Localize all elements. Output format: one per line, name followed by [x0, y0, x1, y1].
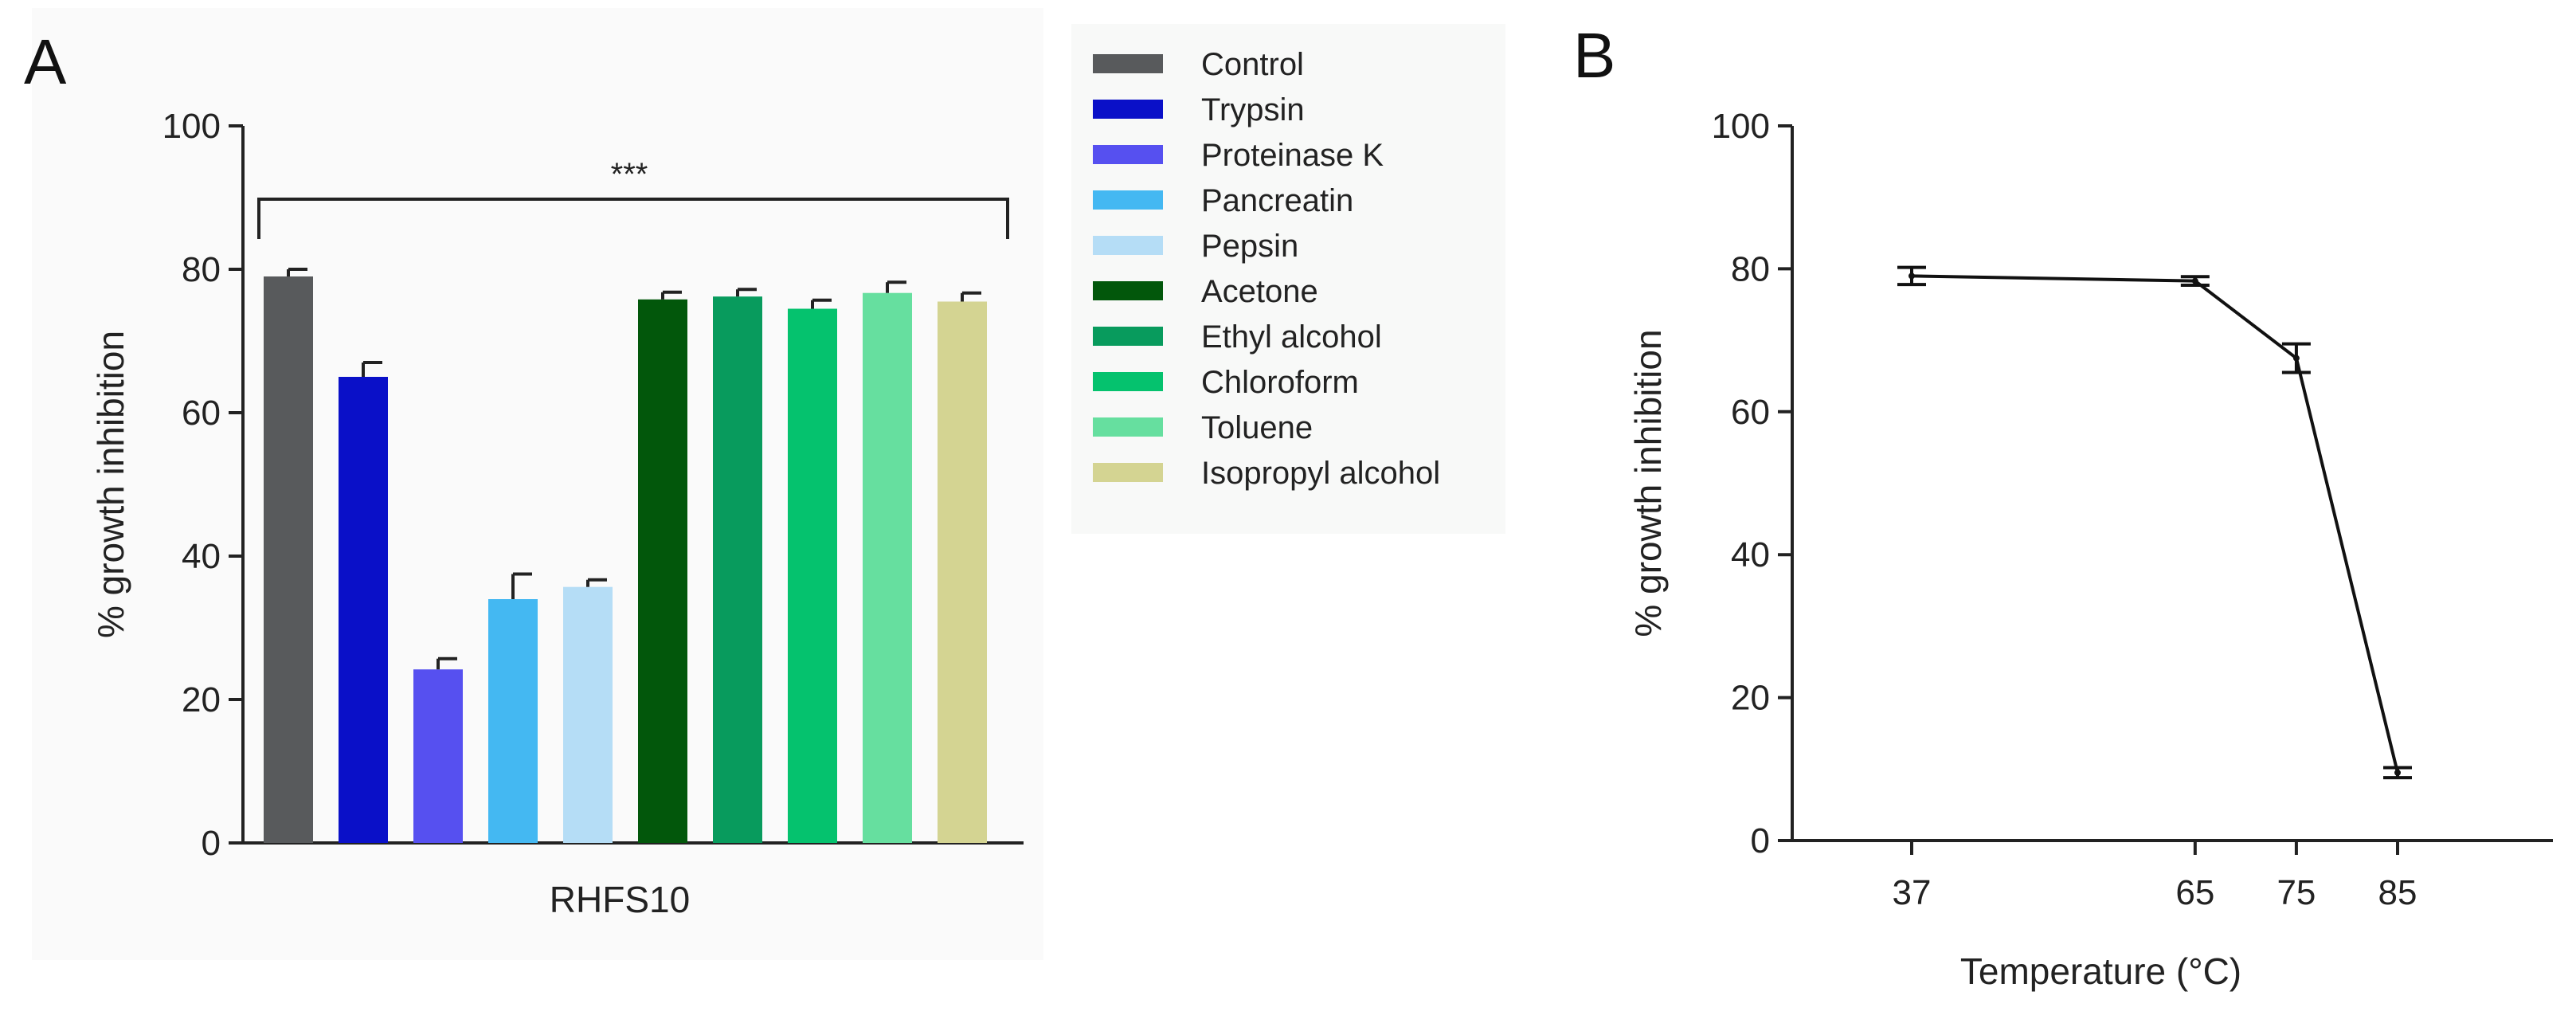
legend-swatch [1093, 372, 1163, 391]
y-tick-label: 60 [1731, 393, 1770, 432]
y-tick-label: 40 [1731, 535, 1770, 574]
y-tick-label: 40 [182, 537, 221, 576]
x-axis-title: RHFS10 [550, 879, 690, 920]
panel-letter-a: A [24, 26, 67, 97]
legend-label-isopropyl-alcohol: Isopropyl alcohol [1201, 456, 1440, 491]
legend-label-acetone: Acetone [1201, 274, 1318, 309]
legend-swatch [1093, 54, 1163, 73]
bar-chart-panel-a: 0 20 40 60 80 100 % growth inhibition RHFS10 *** [90, 107, 1024, 920]
y-tick-label: 80 [182, 250, 221, 289]
legend-label-pepsin: Pepsin [1201, 229, 1298, 264]
x-tick-label: 75 [2277, 873, 2316, 912]
y-axis-title: % growth inhibition [90, 331, 131, 638]
legend-swatch [1093, 100, 1163, 119]
y-tick-label: 100 [1712, 107, 1770, 146]
legend-swatch [1093, 281, 1163, 300]
legend-swatch [1093, 417, 1163, 437]
legend-label-proteinase-k: Proteinase K [1201, 138, 1384, 173]
y-tick-label: 20 [182, 680, 221, 719]
legend-label-pancreatin: Pancreatin [1201, 183, 1353, 218]
series-line [1911, 274, 2399, 774]
y-axis-title: % growth inhibition [1627, 329, 1669, 637]
data-point [2292, 355, 2300, 362]
x-tick-label: 37 [1893, 873, 1932, 912]
y-tick-label: 60 [182, 394, 221, 433]
legend-swatch [1093, 145, 1163, 164]
bar-pepsin [563, 586, 613, 843]
legend-label-control: Control [1201, 47, 1304, 82]
legend-panel-a: Control Trypsin Proteinase K Pancreatin Peps… [1093, 47, 1440, 491]
legend-label-ethyl-alcohol: Ethyl alcohol [1201, 319, 1382, 355]
data-point [2191, 277, 2198, 284]
bar-proteinase-k [413, 669, 463, 843]
y-tick-label: 100 [162, 107, 221, 146]
bar-control [264, 276, 313, 843]
significance-stars: *** [611, 157, 648, 192]
bar-pancreatin [488, 599, 538, 843]
legend-swatch [1093, 463, 1163, 482]
y-tick-label: 80 [1731, 249, 1770, 288]
bar-toluene [863, 292, 912, 843]
bar-acetone [638, 299, 687, 843]
bar-trypsin [339, 377, 388, 843]
x-tick-label: 85 [2378, 873, 2417, 912]
legend-swatch [1093, 236, 1163, 255]
legend-label-toluene: Toluene [1201, 410, 1313, 445]
bar-chloroform [788, 308, 837, 843]
legend-label-trypsin: Trypsin [1201, 92, 1305, 127]
bar-ethyl-alcohol [713, 296, 762, 843]
y-tick-label: 0 [202, 824, 221, 863]
panel-letter-b: B [1573, 20, 1615, 91]
legend-swatch [1093, 190, 1163, 210]
significance-bracket [257, 198, 1009, 239]
x-tick-label: 65 [2175, 873, 2214, 912]
data-point [1909, 272, 1915, 280]
legend-label-chloroform: Chloroform [1201, 365, 1359, 400]
data-point [2394, 769, 2401, 776]
bar-isopropyl-alcohol [938, 301, 987, 843]
y-tick-label: 20 [1731, 679, 1770, 718]
line-chart-panel-b: 0 20 40 60 80 100 37 65 75 85 % growth inhibition T… [1627, 107, 2553, 992]
y-tick-label: 0 [1751, 821, 1770, 860]
x-axis-title: Temperature (°C) [1960, 950, 2241, 992]
legend-swatch [1093, 327, 1163, 346]
